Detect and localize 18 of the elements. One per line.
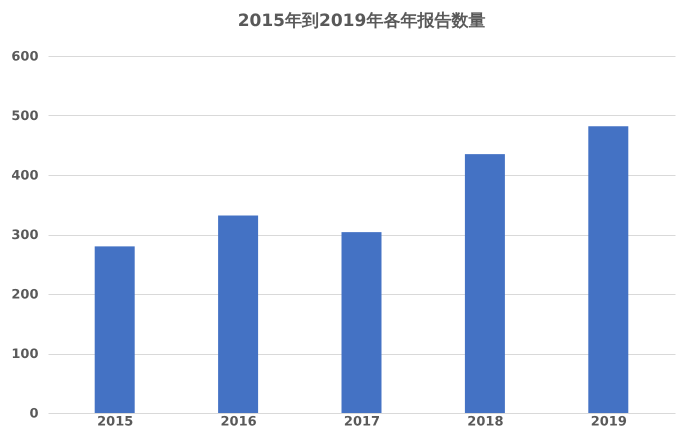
- y-tick-label: 400: [11, 168, 38, 184]
- x-tick-label: 2016: [220, 414, 257, 430]
- y-tick-label: 300: [11, 228, 38, 243]
- bar: [342, 232, 382, 413]
- y-tick-label: 0: [29, 406, 38, 422]
- y-tick-label: 200: [11, 288, 38, 302]
- bar: [464, 154, 505, 413]
- y-tick-label: 100: [11, 347, 38, 362]
- bar: [94, 246, 135, 413]
- y-tick-label: 600: [11, 50, 38, 64]
- x-tick-label: 2019: [590, 414, 627, 430]
- y-tick-label: 500: [11, 109, 38, 124]
- bar: [588, 126, 628, 413]
- bar: [218, 215, 258, 413]
- x-tick-label: 2017: [344, 414, 380, 430]
- x-tick-label: 2018: [467, 414, 504, 430]
- x-tick-label: 2015: [97, 414, 134, 430]
- chart-title: 2015年到2019年各年报告数量: [238, 11, 486, 31]
